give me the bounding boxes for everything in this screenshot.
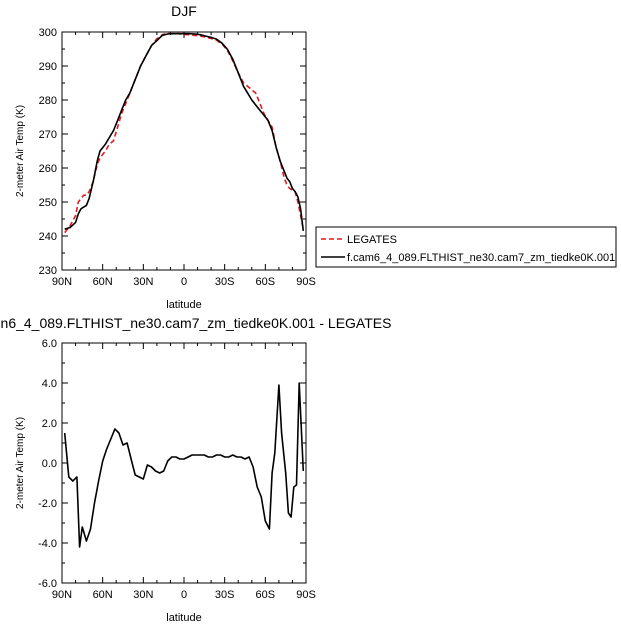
bottom-ticks: 90N 60N 30N 0 30S 60S 90S -6.0 -4.0 -2.0 0.0 2.0 4.0…	[38, 338, 316, 601]
legend: LEGATES f.cam6_4_089.FLTHIST_ne30.cam7_z…	[315, 226, 617, 268]
y-tick-label: 280	[39, 95, 57, 107]
y-tick-label: 260	[39, 163, 57, 175]
x-tick-label: 90S	[296, 276, 316, 288]
x-tick-label: 0	[181, 589, 187, 601]
x-tick-label: 90N	[52, 589, 72, 601]
y-tick-label: -6.0	[38, 578, 57, 590]
x-tick-label: 60N	[93, 276, 113, 288]
y-tick-label: -4.0	[38, 538, 57, 550]
legend-box	[315, 226, 617, 268]
y-tick-label: 240	[39, 231, 57, 243]
top-plot-frame	[61, 31, 307, 271]
y-tick-label: 270	[39, 129, 57, 141]
x-tick-label: 60N	[93, 589, 113, 601]
top-y-axis-label: 2-meter Air Temp (K)	[15, 105, 26, 197]
top-ticks: 90N 60N 30N 0 30S 60S 90S 230 240 250 260 270 280 290…	[39, 27, 316, 288]
y-tick-label: 300	[39, 27, 57, 39]
x-tick-label: 30N	[133, 589, 153, 601]
y-tick-label: 290	[39, 61, 57, 73]
bottom-series-lines	[63, 382, 305, 548]
y-tick-label: 6.0	[42, 338, 57, 350]
top-series-lines	[64, 32, 305, 234]
x-tick-label: 0	[181, 276, 187, 288]
x-tick-label: 30S	[215, 276, 235, 288]
legend-label-model: f.cam6_4_089.FLTHIST_ne30.cam7_zm_tiedke…	[347, 252, 615, 264]
y-tick-label: -2.0	[38, 498, 57, 510]
series-line-model	[64, 32, 305, 231]
y-tick-label: 230	[39, 265, 57, 277]
x-tick-label: 90N	[52, 276, 72, 288]
top-chart-title: DJF	[171, 3, 197, 19]
y-tick-label: 4.0	[42, 378, 57, 390]
legend-label-legates: LEGATES	[347, 234, 397, 246]
x-tick-label: 60S	[256, 276, 276, 288]
y-tick-label: 250	[39, 197, 57, 209]
y-tick-label: 2.0	[42, 418, 57, 430]
bottom-x-axis-label: latitude	[166, 612, 201, 624]
y-tick-label: 0.0	[42, 458, 57, 470]
x-tick-label: 30S	[215, 589, 235, 601]
series-line-legates	[64, 32, 305, 234]
series-line-model	[63, 382, 305, 548]
x-tick-label: 60S	[256, 589, 276, 601]
top-panel: DJF 90N 60N 30N 0 30S 60S 90S 230 240 250 260 270 28…	[15, 3, 316, 311]
bottom-panel: n6_4_089.FLTHIST_ne30.cam7_zm_tiedke0K.0…	[1, 315, 392, 624]
bottom-plot-frame	[61, 342, 307, 584]
x-tick-label: 90S	[296, 589, 316, 601]
bottom-chart-title: n6_4_089.FLTHIST_ne30.cam7_zm_tiedke0K.0…	[1, 315, 392, 331]
x-tick-label: 30N	[133, 276, 153, 288]
bottom-y-axis-label: 2-meter Air Temp (K)	[15, 417, 26, 509]
top-x-axis-label: latitude	[166, 299, 201, 311]
